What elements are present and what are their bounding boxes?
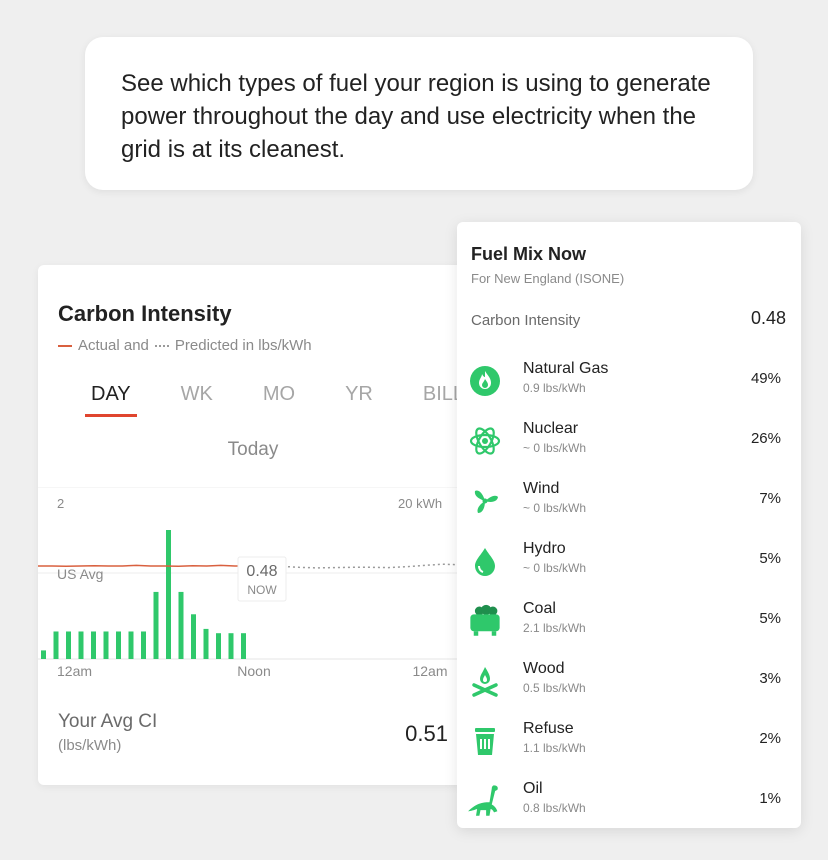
fuel-row-coal[interactable]: Coal 2.1 lbs/kWh 5%	[457, 600, 801, 660]
usage-bar	[191, 614, 196, 659]
campfire-icon	[472, 667, 498, 697]
usage-bar	[78, 631, 84, 659]
legend-predicted-label: Predicted in lbs/kWh	[174, 337, 312, 354]
fuel-rate: 0.5 lbs/kWh	[523, 681, 586, 695]
fuel-rate: ~ 0 lbs/kWh	[523, 561, 587, 575]
fuel-percent: 1%	[759, 790, 781, 807]
fuel-name: Wind	[523, 480, 560, 497]
fuel-name: Wood	[523, 660, 565, 677]
fuel-mix-card: Fuel Mix Now For New England (ISONE) Car…	[457, 222, 801, 828]
usage-bar	[128, 631, 134, 659]
fuel-mix-ci-value: 0.48	[750, 308, 786, 328]
carbon-intensity-title: Carbon Intensity	[58, 301, 232, 326]
your-avg-label: Your Avg CI	[58, 711, 158, 732]
actual-line-swatch	[58, 344, 72, 347]
your-avg-value: 0.51	[405, 721, 448, 746]
legend-actual-label: Actual and	[78, 337, 149, 354]
your-avg-unit: (lbs/kWh)	[58, 737, 122, 754]
fuel-name: Coal	[523, 600, 556, 617]
right-axis-top-label: 20 kWh	[398, 496, 442, 511]
us-avg-label: US Avg	[57, 566, 103, 582]
x-tick-start: 12am	[57, 663, 92, 679]
period-label: Today	[227, 439, 279, 460]
coal-cart-icon	[470, 604, 500, 636]
fuel-rate: 0.8 lbs/kWh	[523, 801, 586, 815]
fuel-row-hydro[interactable]: Hydro ~ 0 lbs/kWh 5%	[457, 540, 801, 600]
usage-bar	[203, 628, 209, 659]
fuel-percent: 7%	[759, 490, 781, 507]
fuel-name: Refuse	[523, 720, 574, 737]
dinosaur-icon	[468, 785, 498, 816]
fuel-rate: ~ 0 lbs/kWh	[523, 441, 587, 455]
fuel-rate: 2.1 lbs/kWh	[523, 621, 586, 635]
flame-icon	[470, 366, 500, 396]
carbon-intensity-chart[interactable]: 2 20 kWh US Avg 0.48 NOW 12am Noon 12am	[38, 487, 478, 687]
now-label: NOW	[247, 583, 277, 597]
fuel-row-nuclear[interactable]: Nuclear ~ 0 lbs/kWh 26%	[457, 420, 801, 480]
fuel-name: Oil	[523, 780, 543, 797]
usage-bar	[216, 633, 221, 659]
fan-icon	[474, 490, 498, 513]
fuel-name: Hydro	[523, 540, 566, 557]
fuel-name: Natural Gas	[523, 360, 609, 377]
tab-bill[interactable]: BILL	[422, 383, 465, 405]
usage-bar	[103, 631, 109, 659]
left-axis-top-label: 2	[57, 496, 64, 511]
x-tick-end: 12am	[412, 663, 447, 679]
predicted-ci-line	[262, 563, 478, 569]
now-marker-box	[237, 556, 287, 602]
fuel-rate: ~ 0 lbs/kWh	[523, 501, 587, 515]
intro-text: See which types of fuel your region is u…	[121, 70, 711, 163]
usage-bar	[53, 631, 59, 659]
chart-legend: Actual and Predicted in lbs/kWh	[58, 337, 312, 354]
water-drop-icon	[475, 548, 495, 576]
trash-bin-icon	[475, 728, 495, 755]
fuel-row-wood[interactable]: Wood 0.5 lbs/kWh 3%	[457, 660, 801, 720]
tab-month[interactable]: MO	[262, 383, 296, 405]
predicted-line-swatch	[154, 344, 169, 347]
usage-bar	[228, 633, 234, 659]
usage-bar	[91, 631, 96, 659]
x-tick-noon: Noon	[237, 663, 270, 679]
fuel-percent: 5%	[759, 550, 781, 567]
usage-bar	[141, 631, 146, 659]
atom-icon	[469, 427, 501, 455]
fuel-percent: 2%	[759, 730, 781, 747]
fuel-row-wind[interactable]: Wind ~ 0 lbs/kWh 7%	[457, 480, 801, 540]
usage-bar	[178, 591, 184, 659]
usage-bar	[116, 631, 121, 659]
carbon-intensity-card: Carbon Intensity Actual and Predicted in…	[38, 265, 478, 785]
fuel-row-refuse[interactable]: Refuse 1.1 lbs/kWh 2%	[457, 720, 801, 780]
usage-bar	[241, 633, 246, 659]
fuel-rate: 1.1 lbs/kWh	[523, 741, 586, 755]
usage-bar	[66, 631, 71, 659]
tab-day[interactable]: DAY	[85, 383, 137, 417]
tab-week[interactable]: WK	[180, 383, 213, 405]
fuel-percent: 5%	[759, 610, 781, 627]
tab-year[interactable]: YR	[345, 383, 373, 405]
usage-bar	[166, 530, 171, 659]
period-tabs: DAY WK MO YR BILL	[85, 383, 508, 417]
usage-bars	[41, 530, 246, 659]
fuel-mix-title: Fuel Mix Now	[471, 244, 587, 264]
now-value: 0.48	[246, 563, 277, 580]
fuel-row-oil[interactable]: Oil 0.8 lbs/kWh 1%	[457, 780, 801, 840]
intro-bubble: See which types of fuel your region is u…	[85, 37, 753, 190]
fuel-mix-ci-label: Carbon Intensity	[471, 312, 581, 329]
fuel-name: Nuclear	[523, 420, 579, 437]
fuel-row-natural-gas[interactable]: Natural Gas 0.9 lbs/kWh 49%	[457, 360, 801, 420]
fuel-percent: 26%	[750, 430, 781, 447]
actual-ci-line	[38, 564, 264, 568]
fuel-percent: 49%	[750, 370, 781, 387]
fuel-mix-region: For New England (ISONE)	[471, 271, 625, 286]
usage-bar	[41, 650, 46, 659]
usage-bar	[153, 591, 159, 659]
fuel-rate: 0.9 lbs/kWh	[523, 381, 586, 395]
fuel-percent: 3%	[759, 670, 781, 687]
